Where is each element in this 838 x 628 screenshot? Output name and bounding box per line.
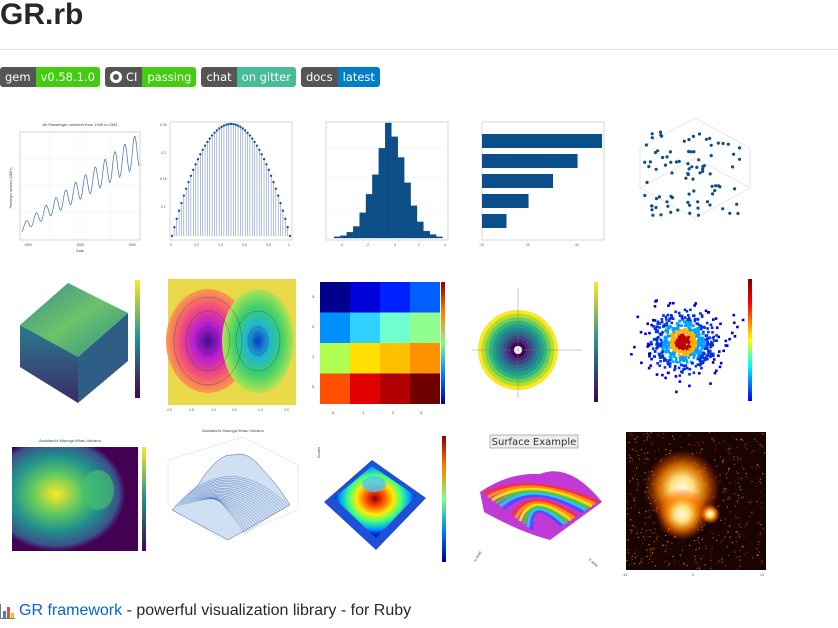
svg-text:0.4: 0.4 <box>218 243 223 247</box>
svg-text:-10: -10 <box>479 243 484 247</box>
svg-text:0.8: 0.8 <box>266 243 271 247</box>
air-ylabel: Passenger numbers (1000's) <box>9 168 13 209</box>
gallery-polar-heatmap[interactable] <box>470 278 615 408</box>
badge-chat-value: on gitter <box>236 67 296 87</box>
air-title: Air Passenger numbers from 1949 to 1961 <box>42 122 118 127</box>
ci-status-badge[interactable]: CI passing <box>104 67 197 87</box>
svg-text:0.6: 0.6 <box>242 243 247 247</box>
badge-ci-value: passing <box>142 67 197 87</box>
gem-version-badge[interactable]: gem v0.58.1.0 <box>0 67 100 87</box>
air-xlabel: Date <box>76 249 83 253</box>
svg-text:0.15: 0.15 <box>160 177 167 181</box>
gallery-contour[interactable]: -2.0 -1.5 -1.0 0.0 1.0 2.0 <box>158 275 303 415</box>
svg-text:40: 40 <box>575 243 579 247</box>
svg-text:0: 0 <box>394 243 396 247</box>
svg-text:-1.0: -1.0 <box>210 408 216 412</box>
gallery-hexbin[interactable] <box>620 275 770 410</box>
svg-text:0.1: 0.1 <box>161 205 166 209</box>
surface-x-axis: X-Axis <box>473 550 483 563</box>
svg-text:1.0: 1.0 <box>258 408 263 412</box>
svg-text:-2.0: -2.0 <box>166 408 172 412</box>
gallery-stem-plot[interactable]: 0 0.2 0.4 0.6 0.8 1 0.25 0.2 0.15 0.1 <box>158 118 298 248</box>
badge-chat-label: chat <box>201 67 237 87</box>
gallery-surface-example[interactable]: Surface Example X-Axis Y-Axis <box>470 432 615 572</box>
gallery-wireframe-3d[interactable]: Auckland's Maunga Whau Volcano <box>158 425 303 570</box>
svg-text:0.25: 0.25 <box>160 123 167 127</box>
footer: GR framework - powerful visualization li… <box>0 602 411 620</box>
svg-text:1950: 1950 <box>24 243 32 247</box>
gallery-heatmap[interactable]: 0 1 2 3 0 1 2 3 <box>310 278 460 418</box>
gallery-surface-3d[interactable]: Counts <box>312 432 462 567</box>
counts-label: Counts <box>317 447 321 458</box>
svg-text:-2: -2 <box>366 243 369 247</box>
page-title: GR.rb <box>0 0 84 31</box>
svg-text:20: 20 <box>526 243 530 247</box>
badge-gem-value: v0.58.1.0 <box>35 67 100 87</box>
svg-text:0: 0 <box>332 410 335 415</box>
badge-gem-label: gem <box>0 67 36 87</box>
svg-text:2: 2 <box>418 243 420 247</box>
svg-text:3: 3 <box>312 294 315 299</box>
svg-text:1: 1 <box>362 410 365 415</box>
svg-text:-1.5: -1.5 <box>188 408 194 412</box>
svg-text:-10: -10 <box>622 573 627 577</box>
docs-badge[interactable]: docs latest <box>300 67 380 87</box>
gallery-horizontal-bar[interactable]: -10 20 40 <box>470 118 610 248</box>
svg-text:0: 0 <box>312 384 315 389</box>
surface-y-axis: Y-Axis <box>587 557 599 568</box>
badge-row: gem v0.58.1.0 CI passing chat on gitter … <box>0 67 380 87</box>
badge-docs-label: docs <box>300 67 338 87</box>
badge-docs-value: latest <box>337 67 380 87</box>
svg-text:2: 2 <box>392 410 395 415</box>
svg-text:1960: 1960 <box>128 243 136 247</box>
svg-text:2.0: 2.0 <box>284 408 289 412</box>
header-divider <box>0 49 838 50</box>
gitter-chat-badge[interactable]: chat on gitter <box>201 67 296 87</box>
svg-text:10: 10 <box>760 573 764 577</box>
volcano-wire-title: Auckland's Maunga Whau Volcano <box>202 428 264 433</box>
gr-framework-link[interactable]: GR framework <box>19 602 123 619</box>
svg-text:3: 3 <box>420 410 423 415</box>
svg-text:0: 0 <box>170 243 172 247</box>
svg-text:4: 4 <box>444 243 446 247</box>
gallery-particle-image[interactable]: -10 0 10 <box>622 430 770 580</box>
svg-text:0.0: 0.0 <box>232 408 237 412</box>
footer-description: - powerful visualization library - for R… <box>122 602 412 619</box>
badge-ci-label: CI <box>125 70 138 84</box>
gallery-volcano-heatmap[interactable]: Auckland's Maunga Whau Volcano <box>8 435 158 560</box>
svg-text:0.2: 0.2 <box>161 151 166 155</box>
bar-chart-icon <box>0 603 15 619</box>
svg-text:0.2: 0.2 <box>194 243 199 247</box>
gallery-histogram[interactable]: -4 -2 0 2 4 <box>312 118 452 248</box>
volcano-title: Auckland's Maunga Whau Volcano <box>39 438 101 443</box>
example-gallery: Air Passenger numbers from 1949 to 1961 … <box>8 118 770 580</box>
github-icon <box>109 71 122 83</box>
gallery-line-chart[interactable]: Air Passenger numbers from 1949 to 1961 … <box>8 118 148 258</box>
svg-text:1: 1 <box>312 354 315 359</box>
svg-text:1: 1 <box>288 243 290 247</box>
svg-text:0: 0 <box>692 573 694 577</box>
gallery-volume-3d[interactable] <box>8 275 158 410</box>
surface-title: Surface Example <box>492 437 577 448</box>
svg-text:-4: -4 <box>340 243 343 247</box>
svg-text:2: 2 <box>312 324 315 329</box>
gallery-scatter-3d[interactable] <box>620 118 770 248</box>
svg-text:1955: 1955 <box>76 243 84 247</box>
